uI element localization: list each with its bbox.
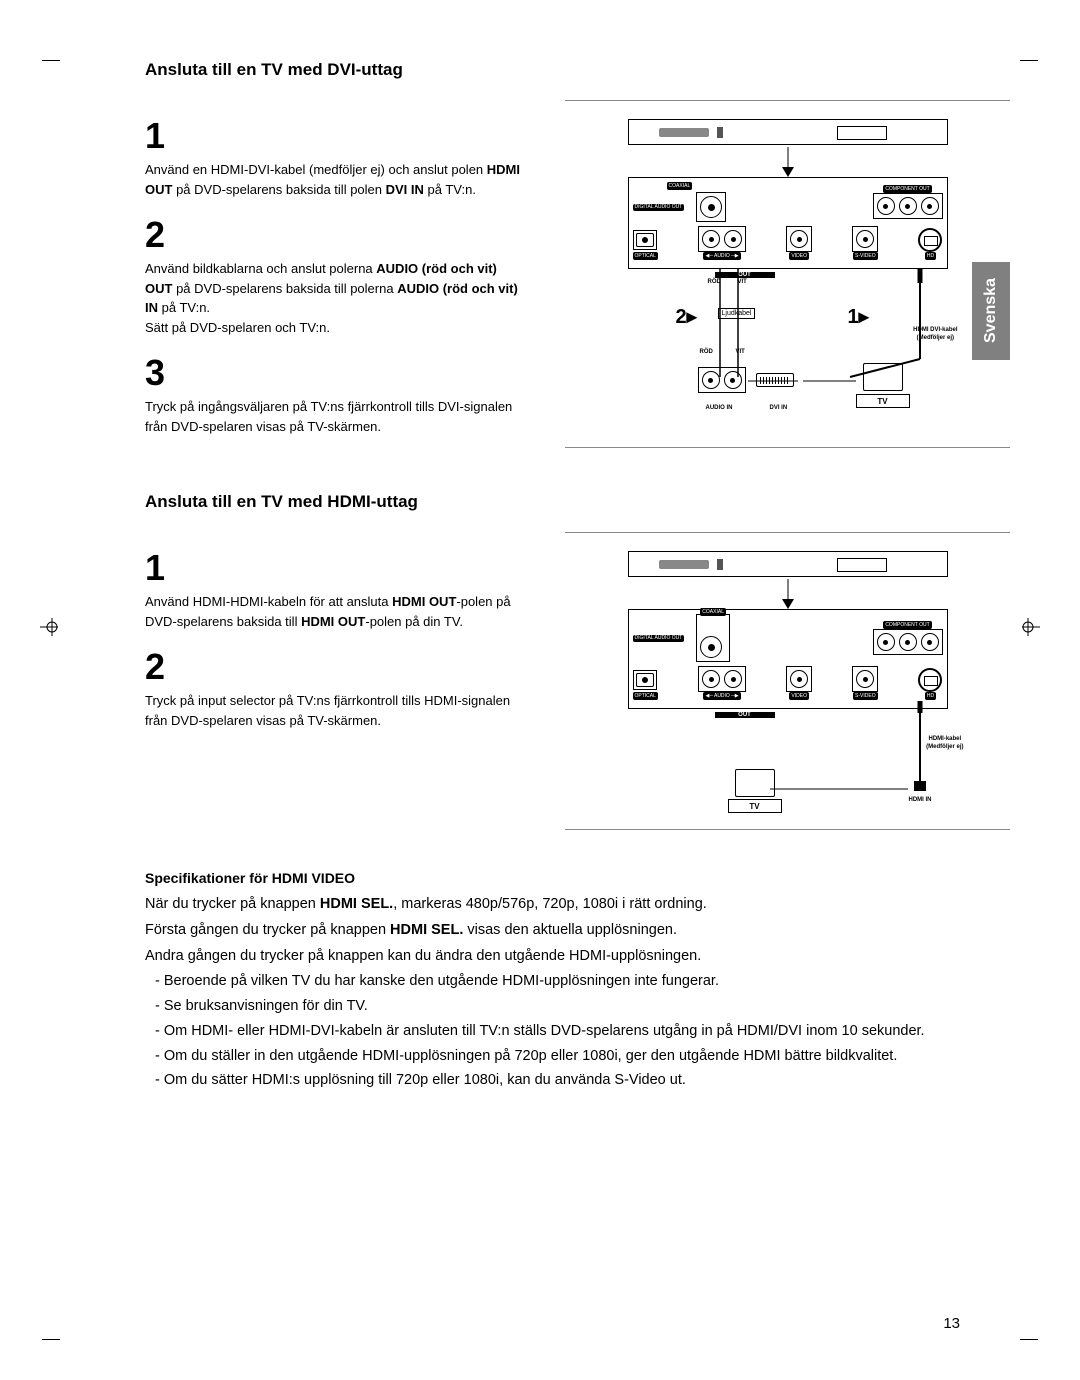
crop-mark <box>1020 1339 1038 1340</box>
step-text: Använd en HDMI-DVI-kabel (medföljer ej) … <box>145 160 525 199</box>
step-text: Använd bildkablarna och anslut polerna A… <box>145 259 525 337</box>
step-number: 1 <box>145 118 525 154</box>
center-mark-left <box>40 618 58 636</box>
spec-bullet-list: - Beroende på vilken TV du har kanske de… <box>145 971 1010 1092</box>
step-number: 3 <box>145 355 525 391</box>
section-title-hdmi: Ansluta till en TV med HDMI-uttag <box>145 492 1010 512</box>
spec-paragraph: När du trycker på knappen HDMI SEL., mar… <box>145 894 1010 916</box>
spec-paragraph: Första gången du trycker på knappen HDMI… <box>145 920 1010 942</box>
spec-bullet: - Beroende på vilken TV du har kanske de… <box>155 971 1010 993</box>
spec-bullet: - Om du sätter HDMI:s upplösning till 72… <box>155 1070 1010 1092</box>
step-text: Tryck på ingångsväljaren på TV:ns fjärrk… <box>145 397 525 436</box>
step-number: 1 <box>145 550 525 586</box>
page-number: 13 <box>943 1315 960 1332</box>
spec-bullet: - Se bruksanvisningen för din TV. <box>155 996 1010 1018</box>
center-mark-right <box>1022 618 1040 636</box>
step-text: Tryck på input selector på TV:ns fjärrko… <box>145 691 525 730</box>
crop-mark <box>42 1339 60 1340</box>
step-number: 2 <box>145 217 525 253</box>
spec-paragraph: Andra gången du trycker på knappen kan d… <box>145 946 1010 968</box>
dvi-steps: 1 Använd en HDMI-DVI-kabel (medföljer ej… <box>145 100 525 478</box>
spec-bullet: - Om du ställer in den utgående HDMI-upp… <box>155 1046 1010 1068</box>
crop-mark <box>1020 60 1038 61</box>
step-mark-2: 2▸ <box>676 304 697 329</box>
step-number: 2 <box>145 649 525 685</box>
crop-mark <box>42 60 60 61</box>
hdmi-diagram: DIGITAL AUDIO OUT COAXIAL COMPONENT OUT <box>565 532 1010 830</box>
hdmi-steps: 1 Använd HDMI-HDMI-kabeln för att anslut… <box>145 532 525 860</box>
spec-heading: Specifikationer för HDMI VIDEO <box>145 870 1010 886</box>
step-text: Använd HDMI-HDMI-kabeln för att ansluta … <box>145 592 525 631</box>
dvi-diagram: COAXIAL DIGITAL AUDIO OUT <box>565 100 1010 448</box>
spec-bullet: - Om HDMI- eller HDMI-DVI-kabeln är ansl… <box>155 1021 1010 1043</box>
section-title-dvi: Ansluta till en TV med DVI-uttag <box>145 60 1010 80</box>
step-mark-1: 1▸ <box>848 304 869 329</box>
